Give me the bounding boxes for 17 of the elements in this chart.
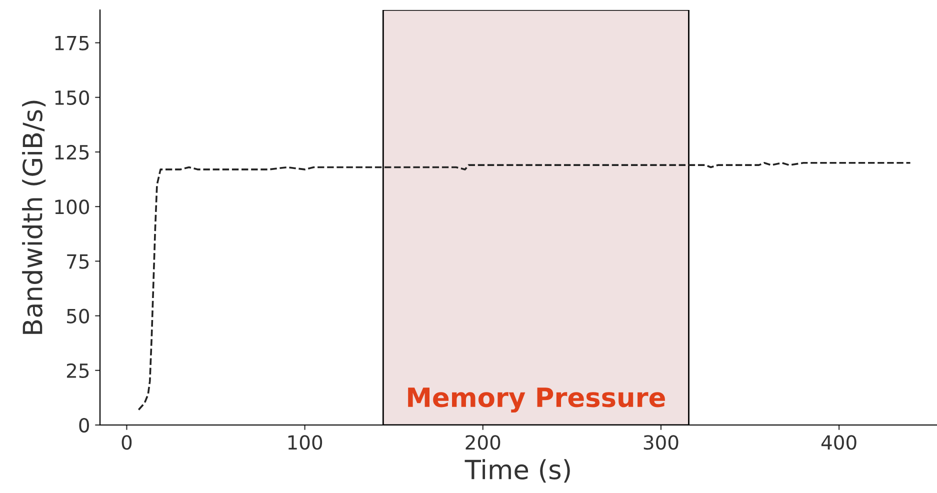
y-axis-title: Bandwidth (GiB/s) bbox=[22, 100, 46, 334]
y-tick-label: 150 bbox=[55, 90, 89, 106]
band-label: Memory Pressure bbox=[408, 388, 665, 413]
x-axis-title: Time (s) bbox=[464, 459, 570, 483]
line-series bbox=[138, 162, 912, 411]
y-tick-label: 0 bbox=[79, 418, 89, 433]
y-tick-label: 175 bbox=[55, 36, 89, 50]
x-tick-label: 100 bbox=[288, 435, 322, 450]
x-tick-label: 0 bbox=[122, 435, 132, 450]
x-tick-label: 200 bbox=[466, 435, 500, 450]
y-tick-label: 75 bbox=[67, 254, 89, 269]
y-tick-label: 50 bbox=[67, 308, 89, 324]
y-tick-label: 100 bbox=[55, 200, 89, 214]
x-tick-label: 400 bbox=[821, 435, 856, 450]
y-tick-label: 25 bbox=[66, 363, 89, 378]
y-tick-label: 125 bbox=[55, 144, 89, 160]
x-tick-label: 300 bbox=[644, 435, 678, 450]
